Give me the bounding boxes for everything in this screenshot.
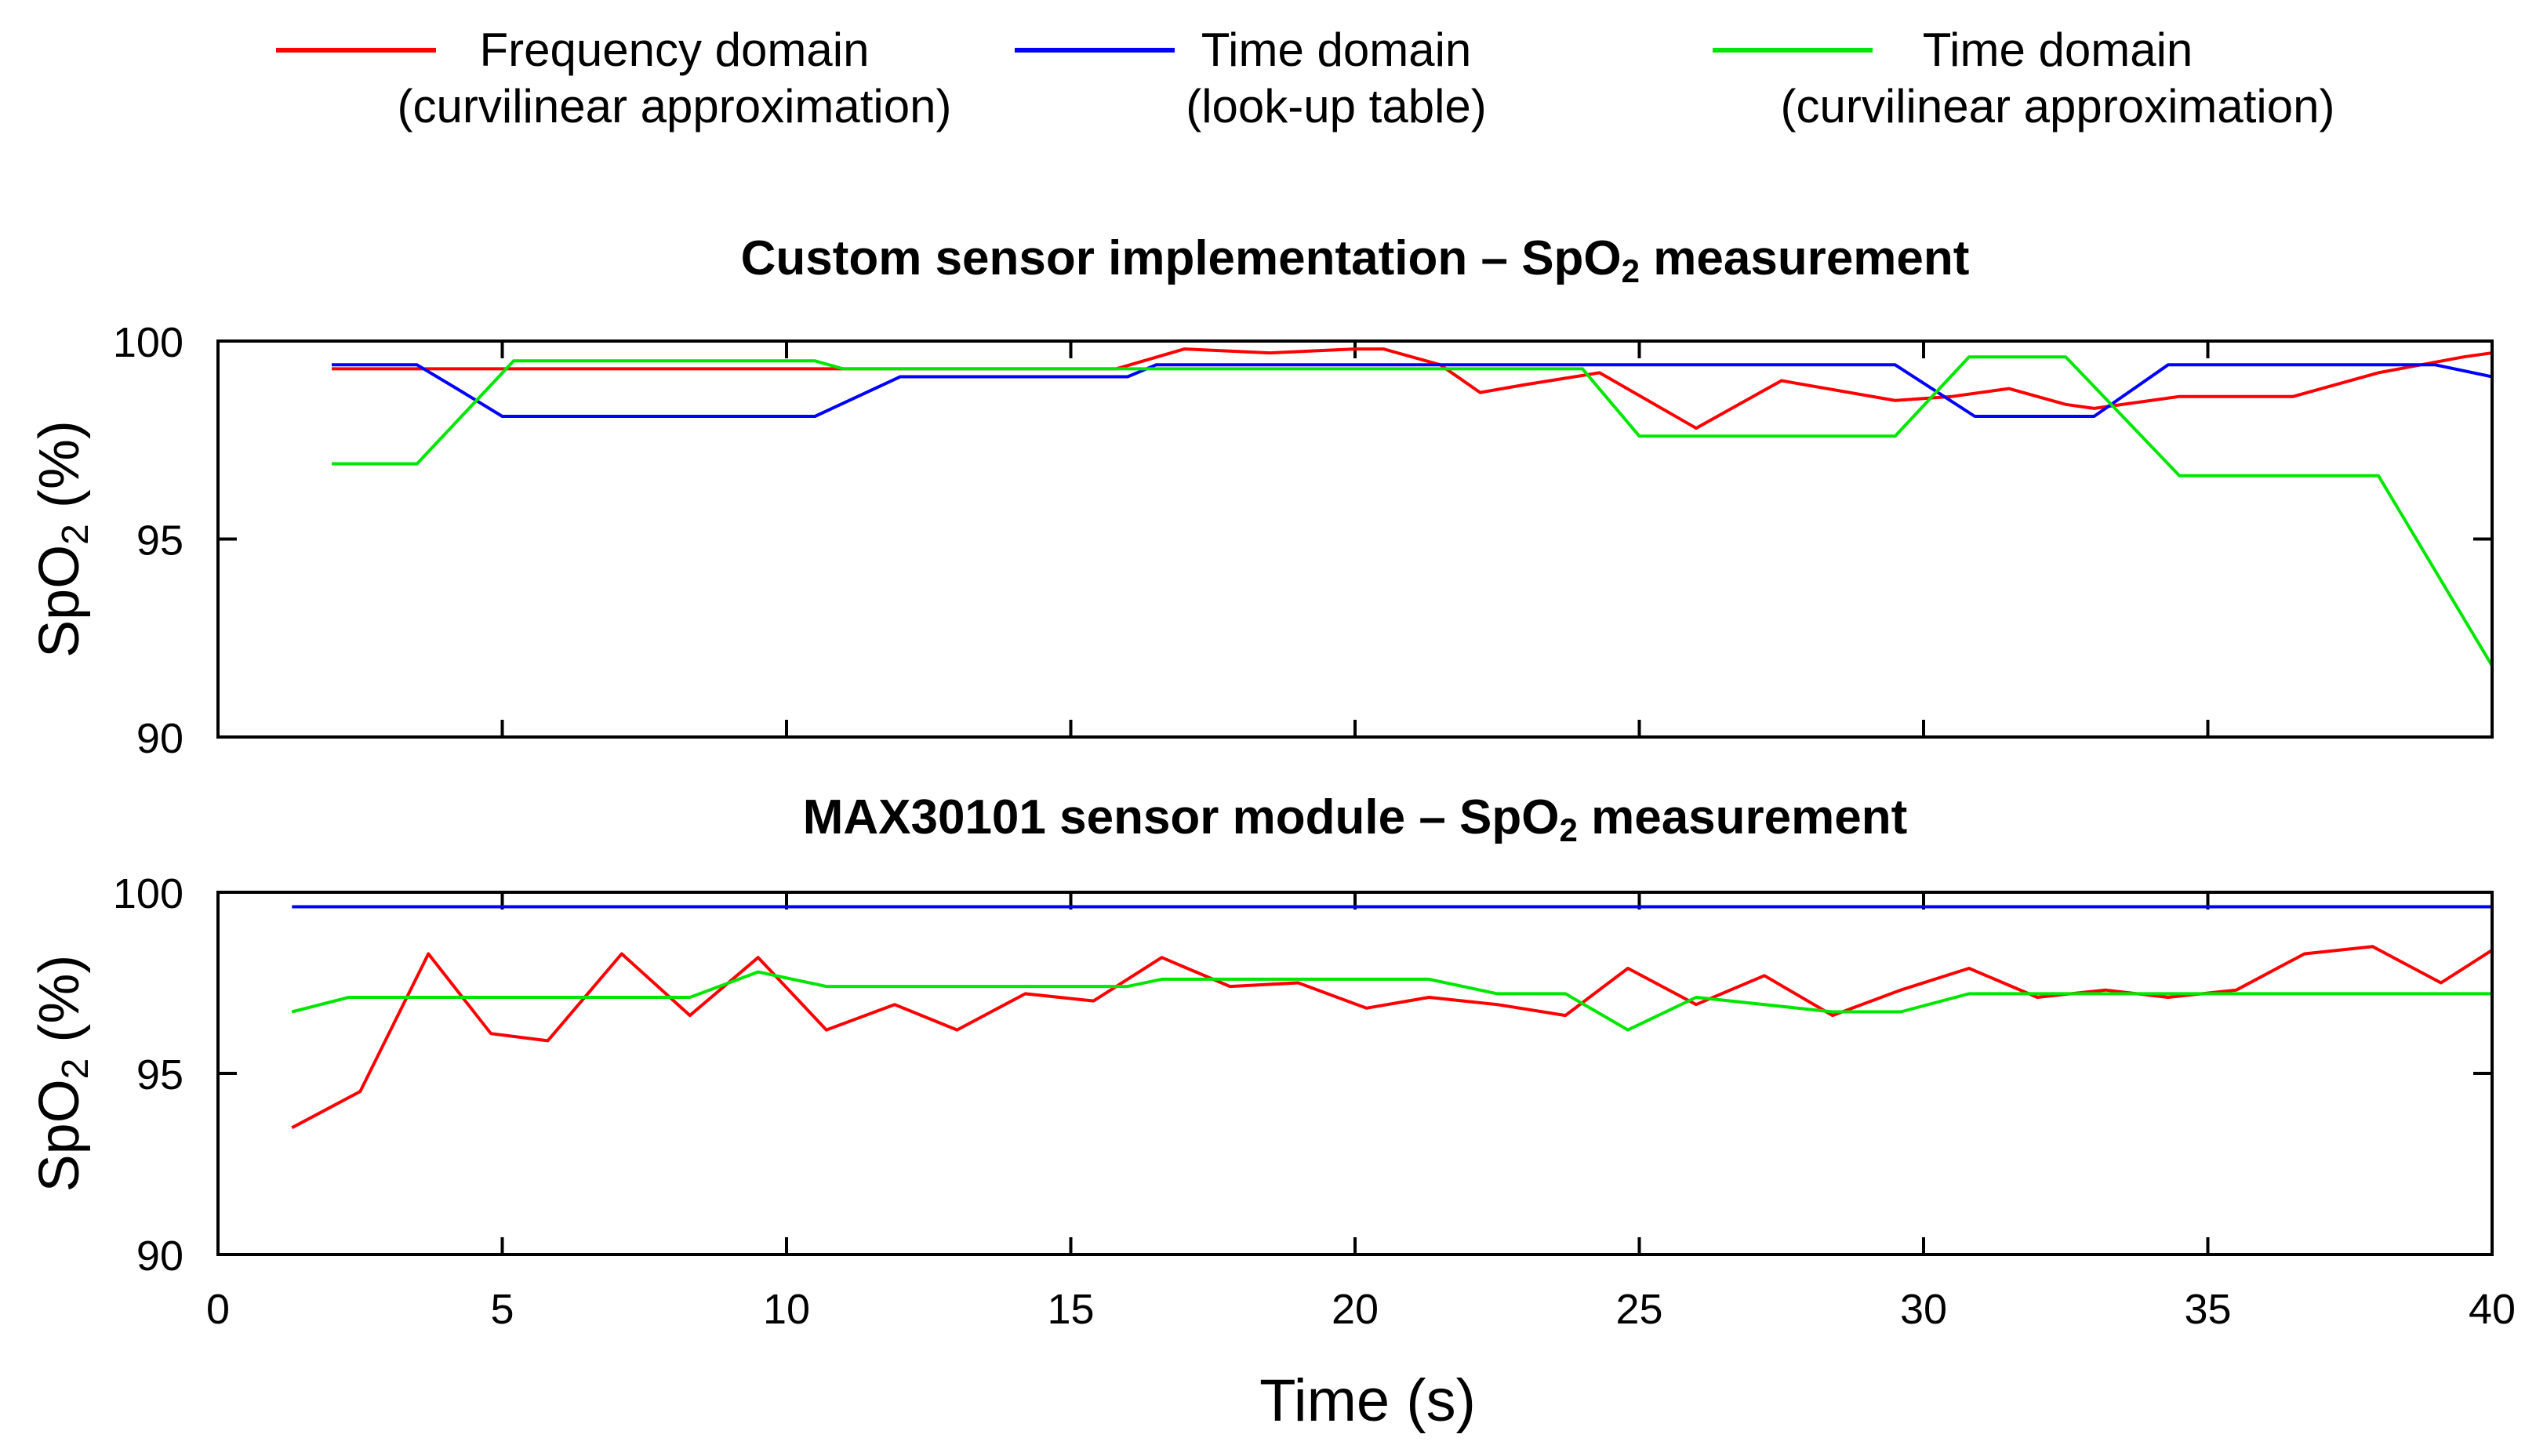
legend-label-2-line2: (curvilinear approximation) — [1780, 80, 2335, 133]
series-line-2 — [291, 970, 2492, 1032]
x-tick-label: 0 — [206, 1286, 230, 1333]
legend-label-0-line2: (curvilinear approximation) — [397, 80, 952, 133]
y-axis-label-rest: (%) — [28, 955, 91, 1058]
y-axis-label: SpO2 (%) — [28, 420, 96, 658]
chart-custom-sensor: Custom sensor implementation – SpO2 meas… — [28, 231, 2494, 762]
y-axis-label-rest: (%) — [28, 420, 91, 524]
series-line-0 — [332, 347, 2493, 430]
x-tick-label: 40 — [2469, 1286, 2516, 1333]
chart-title-main: Custom sensor implementation – SpO — [741, 231, 1622, 285]
chart-title-subscript: 2 — [1622, 252, 1640, 289]
legend-label-2: Time domain (curvilinear approximation) — [1760, 22, 2356, 135]
x-tick-label: 5 — [490, 1286, 514, 1333]
chart-title-subscript: 2 — [1560, 812, 1578, 848]
x-tick-label: 25 — [1615, 1286, 1662, 1333]
series-line-1 — [332, 363, 2493, 418]
chart-max30101: MAX30101 sensor module – SpO2 measuremen… — [28, 790, 2516, 1333]
y-axis-label-main: SpO — [28, 545, 91, 658]
y-tick-label: 90 — [136, 1233, 183, 1280]
y-tick-label: 100 — [113, 319, 183, 366]
legend-label-0: Frequency domain (curvilinear approximat… — [376, 22, 972, 135]
x-tick-label: 10 — [763, 1286, 810, 1333]
legend-swatch-2 — [1713, 48, 1873, 53]
y-tick-label: 95 — [136, 1051, 183, 1098]
legend-swatch-1 — [1015, 48, 1175, 53]
legend-label-2-line1: Time domain — [1922, 24, 2193, 76]
y-axis-label-main: SpO — [28, 1079, 91, 1192]
chart-title: MAX30101 sensor module – SpO2 measuremen… — [803, 790, 1908, 848]
legend-swatch-0 — [276, 48, 436, 53]
y-tick-label: 100 — [113, 870, 183, 917]
y-axis-label: SpO2 (%) — [28, 955, 96, 1193]
legend-label-1-line2: (look-up table) — [1186, 80, 1487, 133]
chart-title-main: MAX30101 sensor module – SpO — [803, 790, 1560, 844]
chart-title: Custom sensor implementation – SpO2 meas… — [741, 231, 1970, 289]
chart-title-rest: measurement — [1578, 790, 1907, 844]
y-tick-label: 95 — [136, 517, 183, 565]
y-axis-label-subscript: 2 — [55, 524, 96, 545]
series-line-0 — [291, 945, 2494, 1130]
x-axis-label: Time (s) — [1259, 1367, 1476, 1434]
x-tick-label: 35 — [2184, 1286, 2231, 1333]
y-axis-label-subscript: 2 — [55, 1058, 96, 1080]
legend-label-1-line1: Time domain — [1201, 24, 1472, 76]
series-line-2 — [332, 355, 2494, 667]
legend-label-1: Time domain (look-up table) — [1117, 22, 1556, 135]
x-tick-label: 15 — [1047, 1286, 1094, 1333]
chart-title-rest: measurement — [1640, 231, 1969, 285]
legend-label-0-line1: Frequency domain — [479, 24, 870, 76]
plot-frame — [216, 891, 2494, 1256]
plot-frame — [216, 339, 2494, 739]
x-tick-label: 30 — [1900, 1286, 1947, 1333]
x-tick-label: 20 — [1332, 1286, 1379, 1333]
y-tick-label: 90 — [136, 715, 183, 762]
